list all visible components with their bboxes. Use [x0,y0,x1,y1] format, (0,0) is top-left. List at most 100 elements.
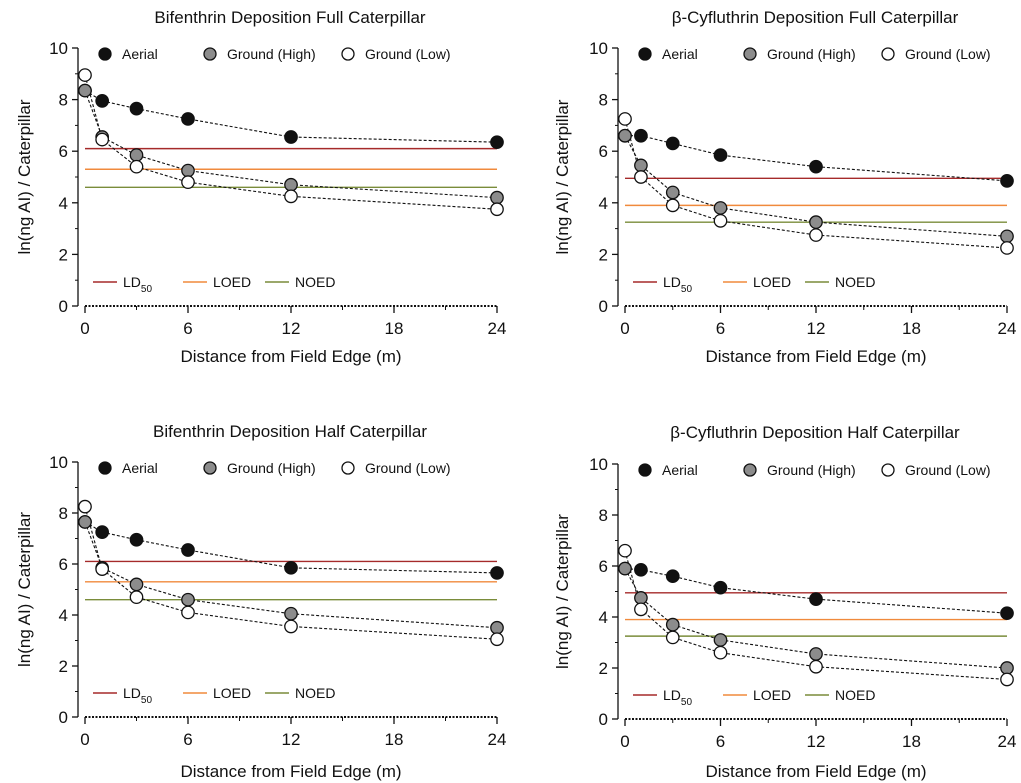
ref-legend-label-main: LOED [213,274,251,290]
data-point-1 [284,177,298,192]
data-point-1 [1000,229,1014,244]
data-point-0 [713,580,728,595]
y-tick-label: 0 [59,708,68,727]
ref-legend-label-sub: 50 [141,284,153,295]
data-point-1 [284,606,298,621]
data-point-2 [284,189,298,204]
data-point-0 [665,136,680,151]
data-point-1 [665,617,680,632]
y-tick-label: 6 [59,555,68,574]
data-point-0 [634,128,648,143]
y-tick-label: 10 [589,455,608,474]
legend-marker [203,461,217,475]
legend-label: Ground (High) [767,46,856,62]
ref-legend-label: LOED [213,685,251,701]
x-axis-label: Distance from Field Edge (m) [705,347,926,366]
data-point-0 [95,525,110,539]
y-tick-label: 2 [59,657,68,676]
data-point-0 [634,562,648,577]
data-point-0 [181,543,195,557]
x-tick-label: 12 [282,730,301,749]
legend-label: Ground (Low) [365,460,451,476]
ref-legend-label: LD50 [663,274,692,295]
data-point-2 [713,214,728,228]
data-point-0 [809,159,823,174]
data-point-0 [129,532,144,547]
ref-legend-label-main: LD [123,685,141,701]
ref-legend-label-main: LD [123,274,141,290]
y-tick-label: 8 [599,91,608,110]
data-point-2 [1000,672,1014,687]
x-tick-label: 24 [998,319,1017,338]
data-point-2 [95,562,110,576]
legend-label: Ground (Low) [365,46,451,62]
ref-legend-label: NOED [295,274,335,290]
x-tick-label: 18 [385,730,404,749]
data-point-1 [618,561,632,576]
y-tick-label: 6 [599,142,608,161]
legend-label: Ground (High) [767,462,856,478]
x-tick-label: 12 [807,319,826,338]
data-point-2 [634,170,648,184]
ref-legend-label-main: LOED [213,685,251,701]
ref-legend-label: NOED [835,687,875,703]
y-tick-label: 4 [59,606,68,625]
data-point-2 [284,619,298,634]
x-tick-label: 6 [716,319,725,338]
ref-legend-label: NOED [295,685,335,701]
data-point-0 [181,112,195,126]
y-axis-label: ln(ng AI) / Caterpillar [15,99,34,254]
ref-legend-label-main: NOED [295,274,335,290]
y-tick-label: 4 [59,194,68,213]
data-point-2 [181,605,195,620]
data-point-0 [1000,606,1014,621]
ref-legend-label: LOED [753,274,791,290]
x-tick-label: 0 [80,319,89,338]
data-point-1 [490,620,504,635]
legend-label: Ground (High) [227,46,316,62]
data-point-2 [129,159,144,174]
y-tick-label: 2 [599,659,608,678]
data-point-0 [490,135,504,150]
data-point-2 [490,202,504,217]
data-point-2 [1000,241,1014,255]
data-point-0 [809,592,823,607]
data-point-2 [809,659,823,674]
ref-legend-label: LD50 [663,687,692,708]
legend-marker [638,47,652,61]
legend-marker [98,47,112,61]
x-tick-label: 18 [902,319,921,338]
y-tick-label: 6 [599,557,608,576]
data-point-2 [665,630,680,645]
legend-label: Aerial [662,46,698,62]
x-tick-label: 12 [282,319,301,338]
chart-panel-3: Bifenthrin Deposition Half Caterpillar 0 2… [15,422,506,781]
data-point-2 [618,543,632,558]
chart-title: Bifenthrin Deposition Full Caterpillar [154,8,426,27]
series-line-0 [625,135,1008,182]
y-tick-label: 10 [49,453,68,472]
data-point-2 [129,590,144,605]
ref-legend-label-main: NOED [295,685,335,701]
y-tick-label: 10 [589,39,608,58]
chart-title: β-Cyfluthrin Deposition Full Caterpillar [672,8,959,27]
y-tick-label: 4 [599,608,608,627]
legend-marker [881,47,895,61]
series-line-2 [84,506,498,640]
y-tick-label: 6 [59,142,68,161]
series-line-2 [84,74,498,210]
x-tick-label: 6 [716,732,725,751]
x-tick-label: 18 [385,319,404,338]
data-point-1 [634,591,648,605]
data-point-2 [490,632,504,647]
legend-marker [98,461,112,475]
chart-panel-2: β-Cyfluthrin Deposition Full Caterpillar… [553,8,1016,366]
x-tick-label: 24 [488,730,507,749]
x-tick-label: 6 [183,319,192,338]
x-tick-label: 24 [998,732,1017,751]
data-point-0 [284,130,298,144]
chart-title: β-Cyfluthrin Deposition Half Caterpillar [670,423,960,442]
data-point-1 [129,577,144,592]
x-tick-label: 12 [807,732,826,751]
data-point-1 [78,515,92,529]
